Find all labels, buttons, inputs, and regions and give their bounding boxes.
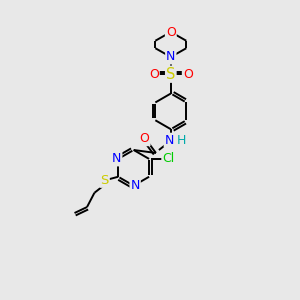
- Text: N: N: [166, 50, 176, 64]
- Text: O: O: [166, 26, 176, 38]
- Text: O: O: [149, 68, 159, 81]
- Text: N: N: [165, 134, 174, 147]
- Text: O: O: [140, 132, 150, 145]
- Text: S: S: [100, 174, 109, 187]
- Text: O: O: [183, 68, 193, 81]
- Text: H: H: [176, 134, 186, 147]
- Text: N: N: [112, 152, 122, 165]
- Text: Cl: Cl: [162, 152, 175, 165]
- Text: N: N: [130, 179, 140, 192]
- Text: S: S: [166, 67, 176, 82]
